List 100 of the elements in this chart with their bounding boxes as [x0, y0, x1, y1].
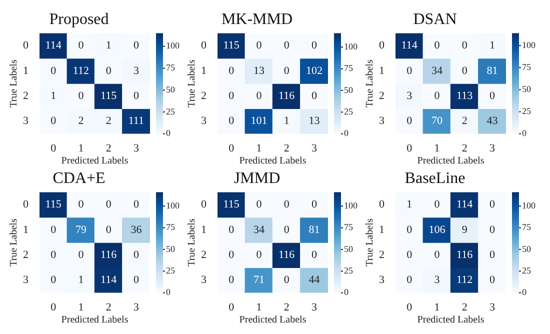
data-label: 1: [50, 90, 56, 102]
data-label: 0: [406, 115, 413, 128]
data-label: 3: [434, 274, 440, 286]
chart-title: CDA+E: [52, 170, 106, 187]
data-label: 2: [462, 115, 468, 128]
data-label: 114: [401, 40, 418, 52]
color-bar-label: 0: [522, 128, 527, 138]
data-label: 0: [311, 40, 318, 52]
data-label: 0: [50, 274, 57, 286]
x-tick-label: 2: [284, 142, 290, 154]
data-label: 0: [489, 274, 496, 286]
y-tick-label: 2: [201, 90, 206, 102]
data-label: 0: [489, 198, 496, 211]
data-label: 0: [489, 90, 496, 102]
color-bar-label: 25: [166, 265, 176, 276]
data-label: 114: [456, 198, 474, 211]
data-label: 36: [130, 224, 142, 236]
data-label: 0: [78, 90, 84, 102]
data-label: 0: [106, 224, 112, 236]
color-bar-label: 0: [344, 287, 349, 298]
y-tick-label: 2: [379, 248, 384, 261]
data-label: 0: [256, 90, 262, 102]
color-bar-label: 75: [522, 62, 532, 72]
y-axis-title: True Labels: [186, 218, 198, 266]
data-label: 0: [284, 274, 290, 286]
x-tick-label: 0: [50, 142, 57, 154]
data-label: 0: [489, 248, 496, 261]
data-label: 13: [253, 64, 265, 77]
data-label: 81: [308, 224, 320, 236]
data-label: 0: [133, 90, 140, 102]
x-tick-label: 0: [406, 301, 413, 314]
color-bar-label: 75: [344, 222, 354, 232]
data-label: 0: [50, 64, 57, 77]
color-bar-label: 100: [344, 41, 358, 52]
y-tick-label: 2: [379, 90, 384, 102]
y-tick-label: 3: [379, 274, 385, 286]
color-bar-label: 100: [166, 40, 180, 51]
data-label: 81: [486, 64, 498, 77]
data-label: 0: [78, 248, 84, 261]
data-label: 116: [100, 248, 118, 261]
x-tick-label: 3: [311, 301, 318, 314]
data-label: 13: [308, 115, 320, 128]
data-label: 0: [284, 224, 290, 236]
data-label: 0: [284, 198, 290, 211]
data-label: 0: [406, 224, 413, 236]
chart-title: BaseLine: [404, 170, 466, 187]
data-label: 0: [50, 248, 57, 261]
x-axis-title: Predicted Labels: [61, 314, 128, 326]
data-label: 0: [462, 40, 468, 52]
y-tick-label: 0: [201, 198, 207, 211]
color-bar-label: 75: [344, 63, 354, 74]
data-label: 0: [78, 40, 84, 52]
data-label: 102: [306, 64, 322, 77]
color-bar-label: 50: [522, 84, 532, 94]
y-tick-label: 2: [23, 90, 28, 102]
data-label: 3: [406, 90, 413, 102]
y-tick-label: 3: [23, 115, 29, 128]
color-bar-label: 100: [166, 200, 180, 210]
y-tick-label: 1: [23, 224, 28, 236]
data-label: 0: [462, 64, 468, 77]
data-label: 115: [45, 198, 62, 211]
y-axis-title: True Labels: [364, 218, 376, 266]
data-label: 0: [406, 274, 413, 286]
color-bar-label: 0: [166, 128, 171, 138]
x-tick-label: 1: [256, 301, 262, 314]
x-tick-label: 1: [434, 142, 440, 154]
data-label: 0: [434, 90, 440, 102]
color-bar-label: 50: [344, 244, 354, 254]
data-label: 0: [434, 248, 440, 261]
data-label: 79: [75, 224, 87, 236]
data-label: 111: [128, 115, 144, 128]
data-label: 112: [456, 274, 473, 286]
data-label: 115: [223, 198, 240, 211]
data-label: 43: [486, 115, 498, 128]
data-label: 0: [50, 115, 57, 128]
chart-title: JMMD: [234, 170, 280, 187]
color-bar-label: 100: [522, 200, 536, 210]
data-label: 116: [278, 90, 296, 102]
data-label: 1: [284, 115, 290, 128]
y-axis-title: True Labels: [8, 218, 20, 266]
y-tick-label: 0: [23, 40, 29, 52]
data-label: 70: [431, 115, 443, 128]
x-axis-title: Predicted Labels: [417, 314, 484, 326]
y-tick-label: 0: [379, 40, 385, 52]
data-label: 101: [250, 115, 268, 128]
data-label: 1: [78, 274, 84, 286]
data-label: 0: [50, 224, 57, 236]
data-label: 0: [78, 198, 84, 211]
x-axis-title: Predicted Labels: [239, 314, 306, 326]
data-label: 9: [462, 224, 468, 236]
x-tick-label: 2: [106, 301, 112, 314]
color-bar-label: 50: [522, 244, 532, 254]
x-axis-title: Predicted Labels: [417, 156, 484, 167]
data-label: 0: [256, 248, 262, 261]
data-label: 34: [253, 224, 265, 236]
x-tick-label: 1: [434, 301, 440, 314]
data-label: 114: [100, 274, 118, 286]
data-label: 1: [406, 198, 412, 211]
data-label: 0: [228, 64, 235, 77]
y-axis-title: True Labels: [8, 60, 20, 108]
